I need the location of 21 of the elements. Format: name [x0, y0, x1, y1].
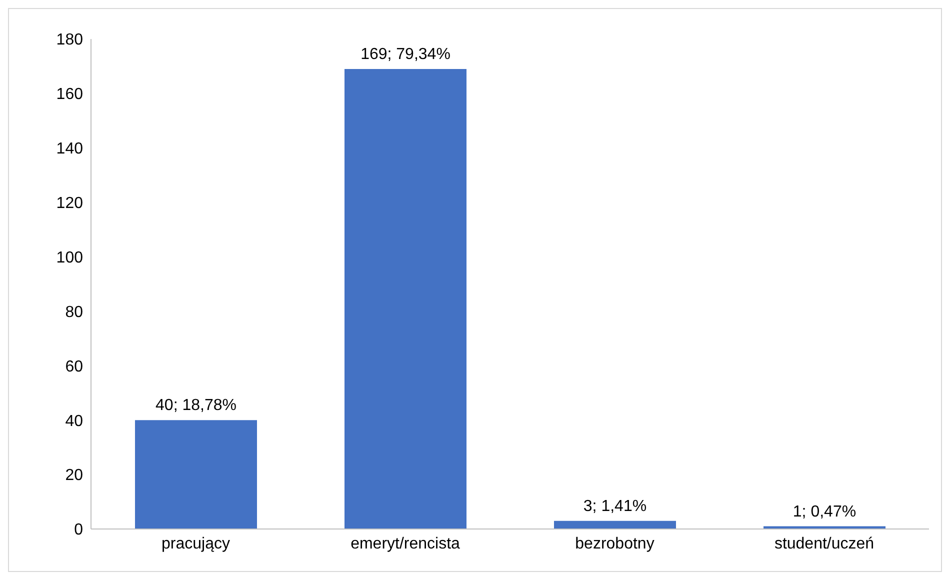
x-tick-label: pracujący — [162, 535, 230, 552]
x-tick-label: bezrobotny — [575, 535, 654, 552]
y-tick-label: 100 — [56, 249, 84, 266]
y-tick-label: 120 — [56, 195, 84, 212]
x-tick-label: student/uczeń — [774, 535, 874, 552]
y-tick-label: 140 — [56, 140, 84, 158]
data-label: 3; 1,41% — [583, 498, 647, 515]
data-label: 1; 0,47% — [792, 503, 856, 520]
y-tick-label: 160 — [56, 86, 84, 104]
bar — [344, 68, 466, 529]
y-tick-label: 0 — [74, 522, 84, 539]
bar — [554, 520, 676, 529]
y-tick-label: 180 — [56, 32, 84, 49]
y-tick-label: 80 — [65, 304, 84, 321]
bar — [134, 420, 257, 529]
y-tick-label: 40 — [65, 412, 84, 430]
x-tick-label: emeryt/rencista — [350, 535, 460, 552]
data-label: 40; 18,78% — [156, 397, 236, 414]
data-label: 169; 79,34% — [360, 46, 450, 63]
y-tick-label: 20 — [65, 467, 84, 484]
y-tick-label: 60 — [65, 358, 84, 376]
